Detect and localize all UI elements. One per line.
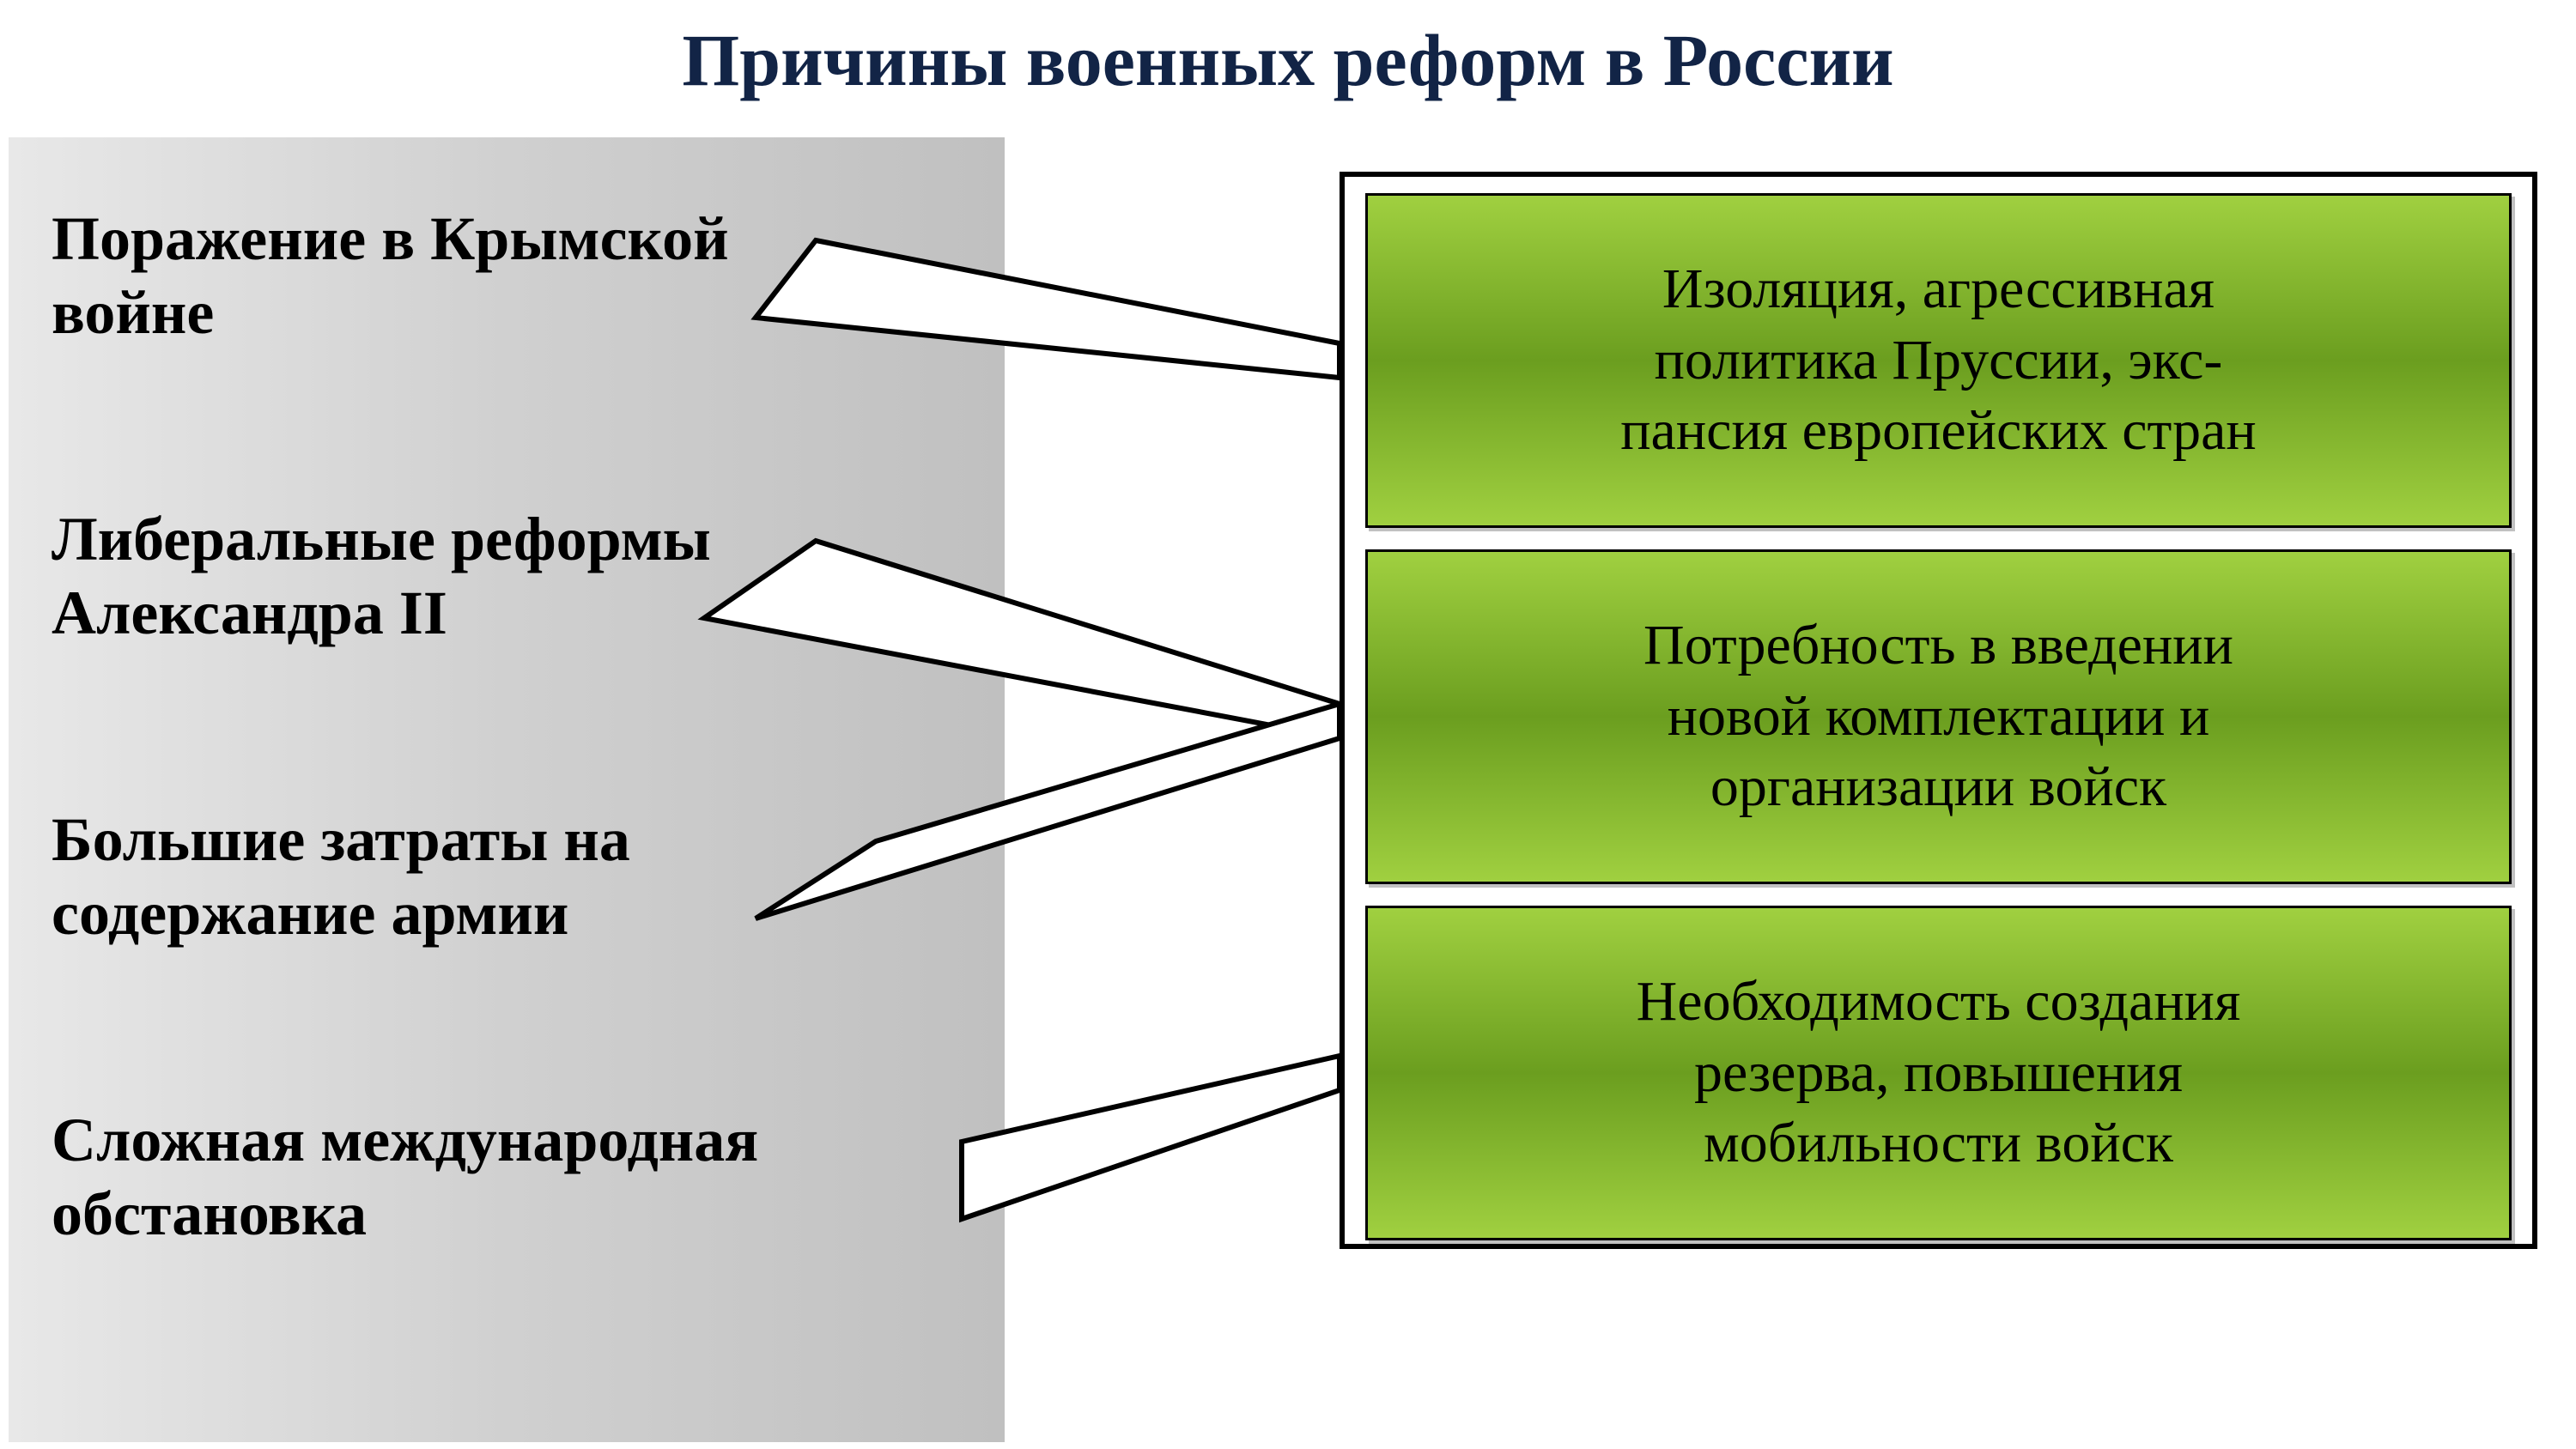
- right-box-0-text: Изоляция, агрессивная политика Пруссии, …: [1620, 254, 2257, 467]
- connector-3: [962, 1056, 1340, 1219]
- left-item-0: Поражение в Крымской войне: [52, 202, 729, 350]
- right-box-2: Необходимость создания резерва, повышени…: [1365, 906, 2512, 1240]
- right-box-0: Изоляция, агрессивная политика Пруссии, …: [1365, 193, 2512, 528]
- right-box-1: Потребность в введении новой комплектаци…: [1365, 549, 2512, 884]
- slide-title: Причины военных реформ в России: [0, 17, 2576, 103]
- right-box-2-text: Необходимость создания резерва, повышени…: [1637, 967, 2241, 1179]
- left-item-1: Либеральные реформы Александра II: [52, 502, 711, 651]
- left-panel: Поражение в Крымской войне Либеральные р…: [9, 137, 1005, 1442]
- left-item-2: Большие затраты на содержание армии: [52, 803, 630, 951]
- title-text: Причины военных реформ в России: [682, 19, 1893, 101]
- right-box-1-text: Потребность в введении новой комплектаци…: [1643, 610, 2233, 823]
- left-item-3: Сложная международная обстановка: [52, 1103, 758, 1252]
